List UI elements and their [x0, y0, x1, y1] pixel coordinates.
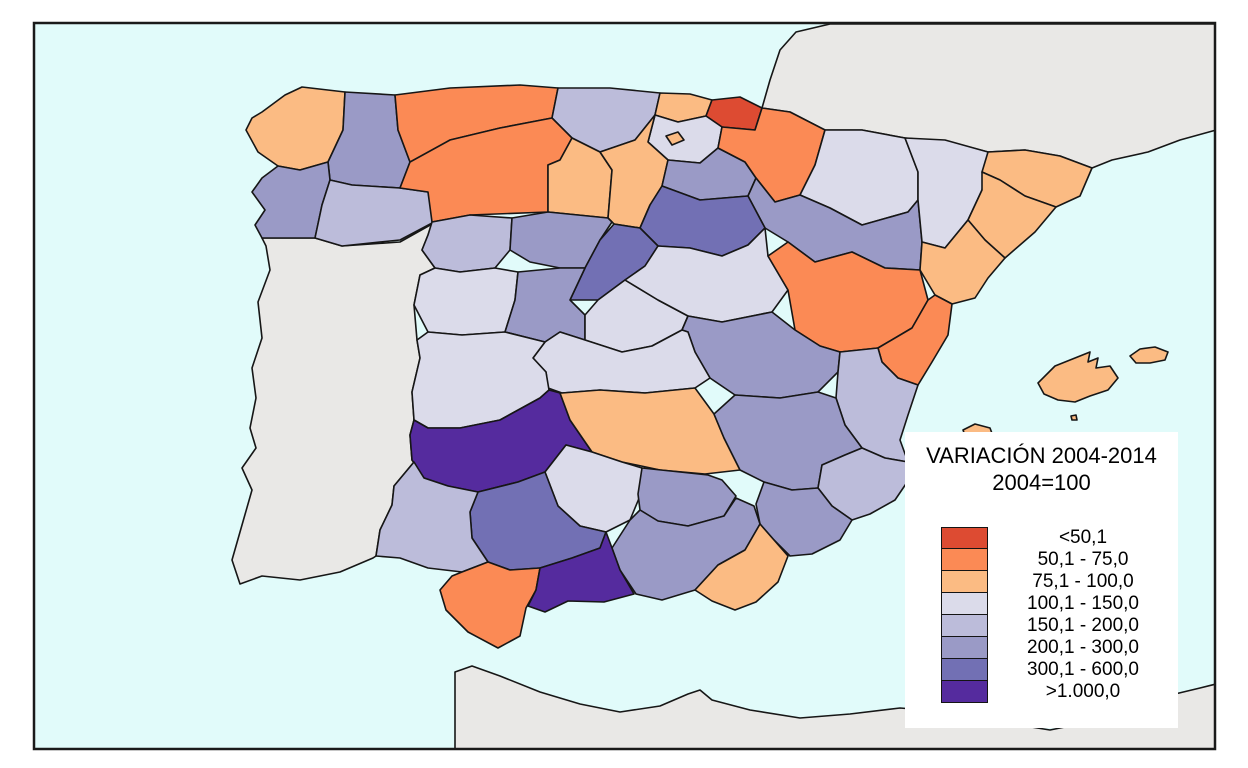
- legend-row: >1.000,0: [905, 679, 1178, 703]
- legend-row: 50,1 - 75,0: [905, 547, 1178, 571]
- province-ciudad-real: [559, 387, 741, 475]
- legend-row: 300,1 - 600,0: [905, 657, 1178, 681]
- province-barcelona: [967, 171, 1057, 259]
- legend-subtitle: 2004=100: [992, 470, 1091, 495]
- legend-row: 100,1 - 150,0: [905, 591, 1178, 615]
- legend-row: 200,1 - 300,0: [905, 635, 1178, 659]
- legend-class-label: >1.000,0: [1045, 681, 1121, 702]
- legend-class-label: 150,1 - 200,0: [1027, 615, 1139, 636]
- legend-row: <50,1: [905, 527, 1178, 549]
- legend-class-label: 200,1 - 300,0: [1027, 637, 1139, 658]
- legend-swatch: [941, 613, 988, 637]
- legend-row: 150,1 - 200,0: [905, 613, 1178, 637]
- legend-class-label: 50,1 - 75,0: [1037, 549, 1129, 570]
- legend-swatch: [941, 679, 988, 703]
- legend-rows: <50,1 50,1 - 75,0 75,1 - 100,0 100,1 - 150,…: [905, 527, 1178, 703]
- island-cabrera: [1070, 414, 1078, 421]
- legend-class-label: 75,1 - 100,0: [1032, 571, 1134, 592]
- island-mallorca: [1037, 351, 1119, 403]
- province-avila: [504, 267, 586, 343]
- legend-class-label: 100,1 - 150,0: [1027, 593, 1139, 614]
- province-salamanca: [413, 267, 519, 336]
- legend-swatch: [941, 569, 988, 593]
- legend-class-label: <50,1: [1058, 527, 1108, 548]
- legend-swatch: [941, 635, 988, 659]
- legend-swatch: [941, 547, 988, 571]
- province-malaga: [527, 531, 635, 613]
- province-cadiz: [439, 561, 541, 649]
- province-pontevedra: [251, 161, 331, 239]
- province-tarragona: [919, 219, 1006, 305]
- panel-frame: [32, 21, 1217, 751]
- legend: VARIACIÓN 2004-2014 2004=100 <50,1 50,1 -…: [905, 432, 1178, 728]
- island-menorca: [1129, 346, 1169, 364]
- legend-row: 75,1 - 100,0: [905, 569, 1178, 593]
- province-ourense: [314, 179, 435, 247]
- legend-swatch: [941, 657, 988, 681]
- legend-swatch: [941, 527, 988, 549]
- legend-class-label: 300,1 - 600,0: [1027, 659, 1139, 680]
- legend-title: VARIACIÓN 2004-2014: [926, 443, 1157, 468]
- north-africa-land: [454, 665, 1215, 749]
- province-almeria: [694, 523, 789, 611]
- trevino-enclave: [665, 131, 685, 146]
- legend-swatch: [941, 591, 988, 615]
- province-zamora: [421, 214, 513, 273]
